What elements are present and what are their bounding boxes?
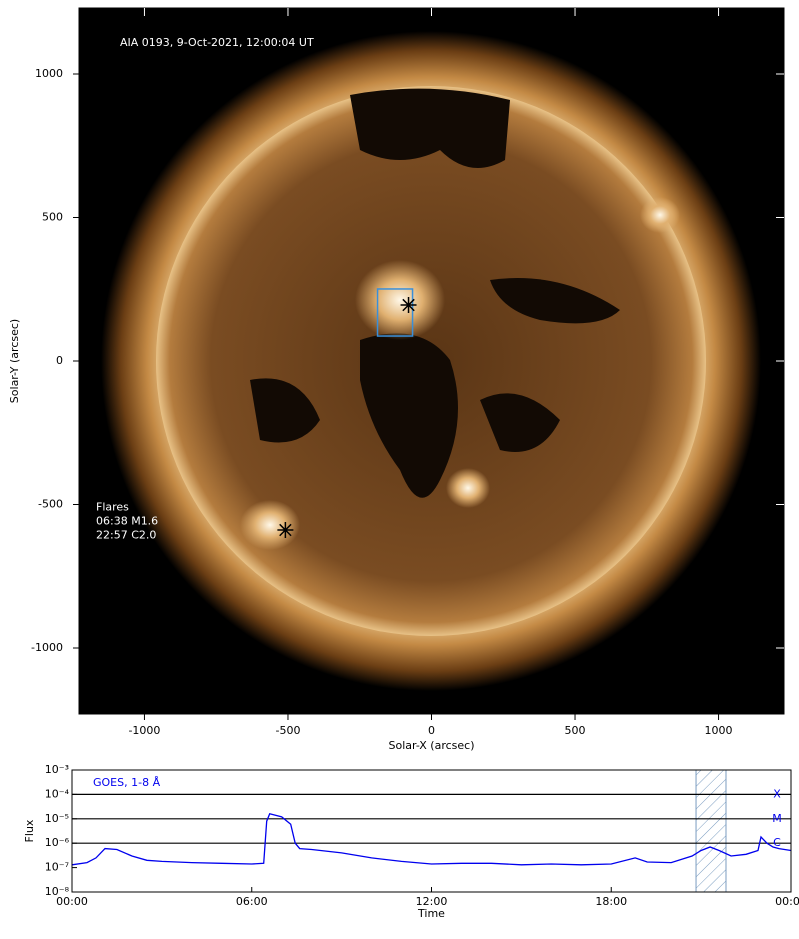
class-level-label: C [773, 836, 781, 849]
x-tick-label: 06:00 [236, 895, 268, 908]
y-axis-label: Solar-Y (arcsec) [8, 319, 21, 403]
y-tick-label: 10⁻⁵ [45, 812, 69, 825]
x-tick-label: 500 [565, 724, 586, 737]
coronal-hole [350, 88, 510, 168]
coronal-hole [490, 278, 620, 324]
flares-title: Flares [96, 500, 129, 513]
flare-marker [277, 522, 294, 539]
y-tick-label: 10⁻⁶ [45, 836, 70, 849]
y-tick-label: 10⁻⁴ [45, 787, 70, 800]
series-label: GOES, 1-8 Å [93, 776, 161, 789]
coronal-holes [250, 88, 620, 498]
coronal-hole [480, 393, 560, 452]
axes-frame [71, 769, 792, 893]
flare-marker [400, 297, 417, 314]
y-tick-label: 500 [42, 211, 63, 224]
x-tick-label: 0 [428, 724, 435, 737]
region-box [376, 288, 414, 337]
class-level-label: X [773, 787, 781, 800]
x-tick-label: 18:00 [595, 895, 627, 908]
y-tick-label: -500 [38, 497, 63, 510]
plot-background [72, 770, 791, 892]
y-tick-label: 10⁻⁸ [45, 885, 70, 898]
goes-panel: XMC00:0006:0012:0018:0000:0010⁻⁸10⁻⁷10⁻⁶… [23, 763, 799, 920]
coronal-hole [360, 333, 458, 498]
x-tick-label: -1000 [128, 724, 160, 737]
x-tick-label: 12:00 [416, 895, 448, 908]
x-tick-label: -500 [275, 724, 300, 737]
x-axis-label: Solar-X (arcsec) [389, 739, 475, 752]
x-tick-label: 00:00 [56, 895, 88, 908]
active-region [355, 260, 445, 340]
y-tick-label: 0 [56, 354, 63, 367]
time-span [695, 769, 727, 893]
x-axis-label: Time [417, 907, 445, 920]
y-tick-label: 10⁻³ [45, 763, 69, 776]
flare-label: 06:38 M1.6 [96, 514, 158, 527]
y-axis-label: Flux [23, 819, 36, 842]
flare-label: 22:57 C2.0 [96, 528, 156, 541]
flux-line [71, 813, 792, 866]
x-tick-label: 00:00 [775, 895, 799, 908]
image-title: AIA 0193, 9-Oct-2021, 12:00:04 UT [120, 36, 314, 49]
y-tick-label: -1000 [31, 641, 63, 654]
active-region [446, 468, 490, 508]
solar-panel: -1000 -500 0 500 1000 -1000 -500 0 500 1000 Solar-… [8, 7, 785, 752]
y-tick-label: 1000 [35, 67, 63, 80]
class-level-label: M [772, 812, 782, 825]
active-region [640, 197, 680, 233]
x-tick-label: 1000 [705, 724, 733, 737]
coronal-hole [250, 378, 320, 443]
y-tick-label: 10⁻⁷ [45, 861, 69, 874]
